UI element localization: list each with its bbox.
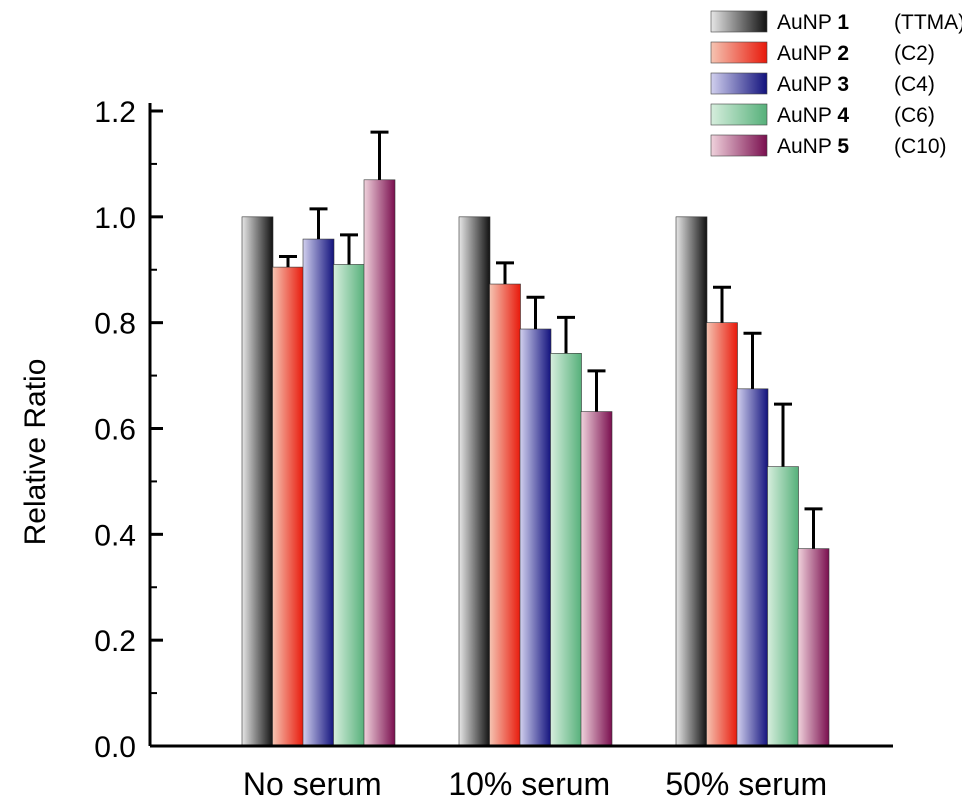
y-tick-label: 0.6 [94, 414, 136, 447]
x-category-label: 50% serum [665, 766, 827, 802]
legend-label-suffix: (C2) [894, 42, 935, 65]
legend-label-prefix: AuNP [777, 135, 837, 158]
bar [272, 266, 304, 747]
y-tick-label: 0.2 [94, 625, 136, 658]
legend-label-prefix: AuNP [777, 42, 837, 65]
legend-swatch [710, 10, 768, 33]
legend: AuNP 1 (TTMA) AuNP 2 (C2) AuNP 3 (C4) AuNP 4 (C… [710, 10, 962, 158]
legend-label: AuNP 1 (TTMA) [777, 11, 962, 34]
y-tick-label: 0.0 [94, 731, 136, 764]
x-category-label: No serum [243, 766, 382, 802]
bar [519, 328, 552, 747]
legend-label: AuNP 3 (C4) [777, 73, 935, 96]
legend-swatch [710, 134, 768, 157]
bar [363, 179, 396, 747]
y-axis-title: Relative Ratio [19, 359, 52, 546]
legend-swatch [710, 103, 768, 126]
y-tick-label: 1.2 [94, 96, 136, 129]
legend-label-number: 2 [837, 42, 849, 65]
bar [550, 353, 582, 747]
x-category-label: 10% serum [448, 766, 610, 802]
legend-swatch [710, 41, 768, 64]
legend-label-suffix: (TTMA) [894, 11, 962, 34]
bar [333, 264, 365, 747]
y-tick-label: 0.8 [94, 308, 136, 341]
axis-layer: 0.0 0.2 0.4 0.6 0.8 1.0 1.2 No serum 10% serum 50… [94, 96, 893, 802]
bar [580, 411, 613, 747]
legend-label-number: 4 [837, 104, 849, 127]
legend-label-suffix: (C10) [894, 135, 947, 158]
legend-label: AuNP 5 (C10) [777, 135, 947, 158]
legend-label-prefix: AuNP [777, 11, 837, 34]
legend-label: AuNP 4 (C6) [777, 104, 935, 127]
bar [736, 388, 769, 747]
bar [302, 238, 335, 747]
legend-label-number: 3 [837, 73, 849, 96]
legend-label-number: 1 [837, 11, 849, 34]
y-tick-label: 0.4 [94, 519, 136, 552]
bar [767, 466, 799, 747]
legend-label-prefix: AuNP [777, 104, 837, 127]
legend-label-prefix: AuNP [777, 73, 837, 96]
legend-label-suffix: (C4) [894, 73, 935, 96]
bar [489, 283, 521, 747]
legend-swatch [710, 72, 768, 95]
bar [675, 216, 708, 747]
legend-label-suffix: (C6) [894, 104, 935, 127]
bar [797, 548, 830, 747]
bars-layer [241, 130, 830, 747]
bar [458, 216, 491, 747]
legend-label: AuNP 2 (C2) [777, 42, 935, 65]
legend-label-number: 5 [837, 135, 849, 158]
bar [706, 322, 738, 747]
bar [241, 216, 274, 747]
y-tick-label: 1.0 [94, 202, 136, 235]
